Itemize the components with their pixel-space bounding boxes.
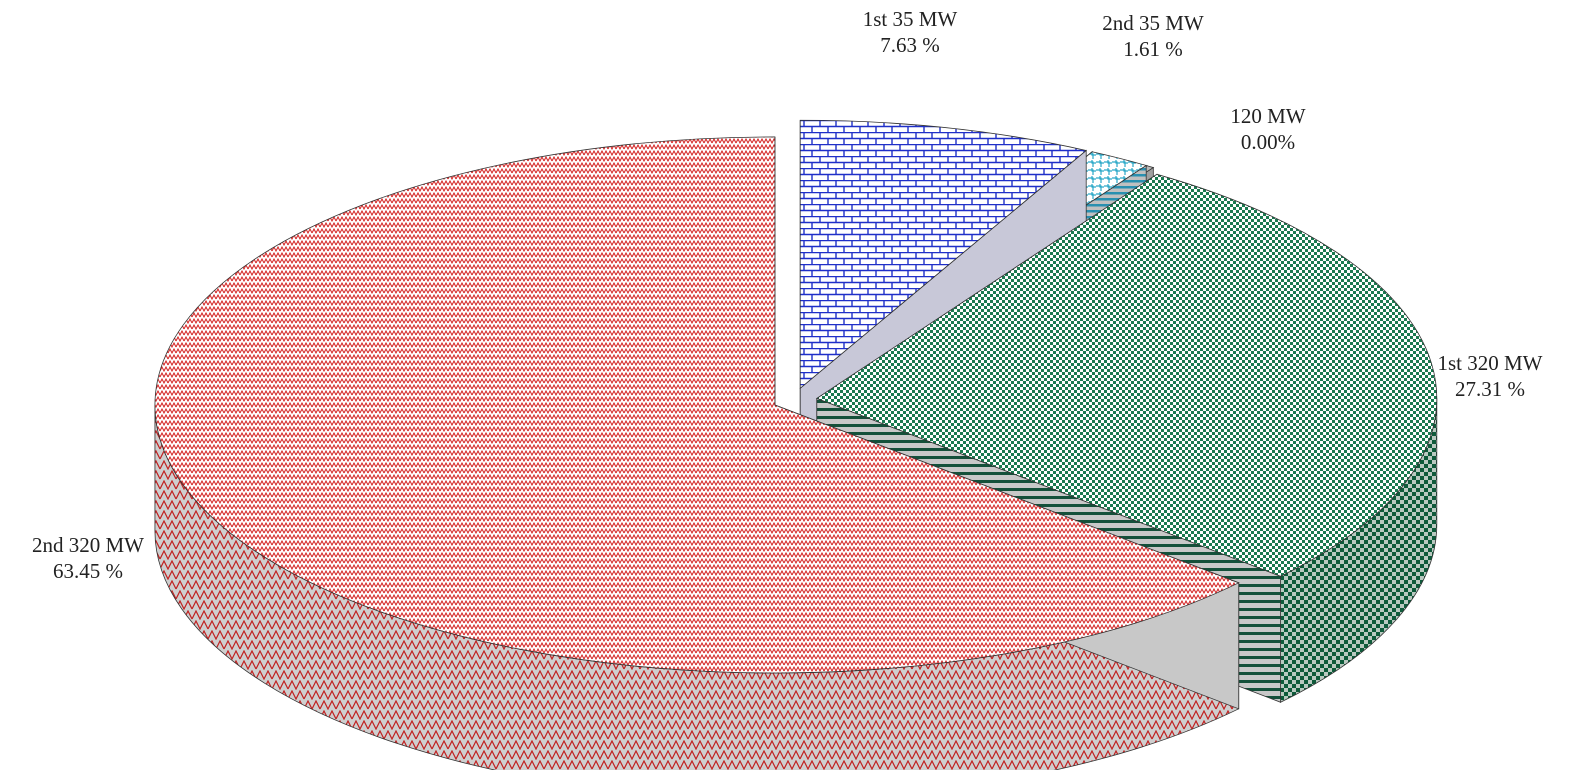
slice-percent: 0.00% — [1240, 130, 1296, 154]
slice-top-face — [799, 119, 1088, 390]
slice-name: 1st 35 MW — [862, 7, 958, 31]
pie-slice-2nd-320-mw — [154, 136, 1240, 775]
slice-label-120mw: 120 MW 0.00% — [1168, 103, 1368, 155]
slice-name: 1st 320 MW — [1437, 351, 1543, 375]
slice-top-face — [815, 173, 1438, 577]
slice-label-2nd-35mw: 2nd 35 MW 1.61 % — [1053, 10, 1253, 62]
slice-percent: 27.31 % — [1455, 377, 1525, 401]
slice-percent: 7.63 % — [880, 33, 940, 57]
slice-label-1st-35mw: 1st 35 MW 7.63 % — [810, 6, 1010, 58]
slice-top-face — [154, 136, 1240, 674]
slice-percent: 63.45 % — [53, 559, 123, 583]
slice-name: 120 MW — [1230, 104, 1306, 128]
slice-label-2nd-320mw: 2nd 320 MW 63.45 % — [0, 532, 188, 584]
slice-percent: 1.61 % — [1123, 37, 1183, 61]
slice-name: 2nd 35 MW — [1102, 11, 1204, 35]
slice-name: 2nd 320 MW — [32, 533, 144, 557]
slice-label-1st-320mw: 1st 320 MW 27.31 % — [1390, 350, 1572, 402]
